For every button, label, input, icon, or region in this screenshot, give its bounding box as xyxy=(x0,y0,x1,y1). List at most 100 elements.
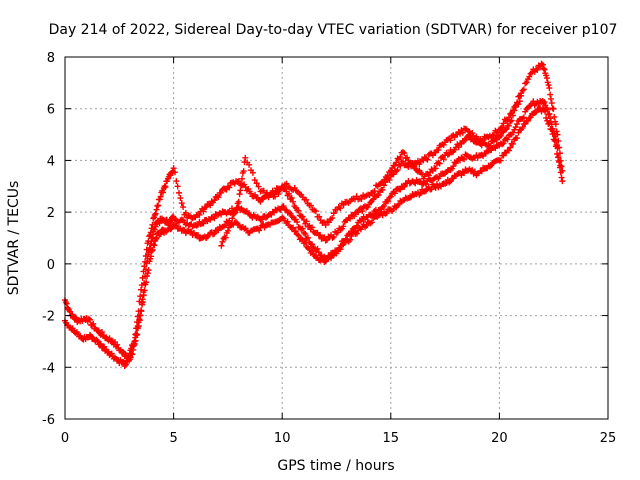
data-point xyxy=(423,181,430,188)
data-point xyxy=(400,158,407,165)
data-point xyxy=(518,92,525,99)
data-point xyxy=(162,184,169,191)
data-point xyxy=(122,361,129,368)
data-point xyxy=(303,218,310,225)
data-point xyxy=(414,157,421,164)
data-point xyxy=(558,174,565,181)
data-point xyxy=(86,316,93,323)
data-point xyxy=(137,293,144,300)
series-track-d xyxy=(218,92,525,249)
data-point xyxy=(514,121,521,128)
chart-title: Day 214 of 2022, Sidereal Day-to-day VTE… xyxy=(49,22,618,38)
data-point xyxy=(280,186,287,193)
data-point xyxy=(232,209,239,216)
data-point xyxy=(143,279,150,286)
data-point xyxy=(240,168,247,175)
data-point xyxy=(455,144,462,151)
data-point xyxy=(90,320,97,327)
data-point xyxy=(552,118,559,125)
data-point xyxy=(351,213,358,220)
data-point xyxy=(555,154,562,161)
data-point xyxy=(211,215,218,222)
data-point xyxy=(541,99,548,106)
data-point xyxy=(368,219,375,226)
data-point xyxy=(226,184,233,191)
data-point xyxy=(333,250,340,257)
data-point xyxy=(409,160,416,167)
data-point xyxy=(252,191,259,198)
data-point xyxy=(505,122,512,129)
data-point xyxy=(85,315,92,322)
data-point xyxy=(148,253,155,260)
data-point xyxy=(224,227,231,234)
data-point xyxy=(548,100,555,107)
data-point xyxy=(178,200,185,207)
data-point xyxy=(386,176,393,183)
data-point xyxy=(541,66,548,73)
data-point xyxy=(133,319,140,326)
data-point xyxy=(546,110,553,117)
data-point xyxy=(143,246,150,253)
data-point xyxy=(425,172,432,179)
data-point xyxy=(347,215,354,222)
data-point xyxy=(340,201,347,208)
data-point xyxy=(370,196,377,203)
y-tick-label: -2 xyxy=(42,310,55,325)
data-point xyxy=(272,193,279,200)
data-point xyxy=(295,232,302,239)
data-point xyxy=(381,202,388,209)
data-point xyxy=(236,191,243,198)
data-point xyxy=(514,135,521,142)
x-tick-label: 25 xyxy=(600,431,617,446)
data-point xyxy=(558,163,565,170)
data-points xyxy=(62,60,566,369)
data-point xyxy=(358,195,365,202)
data-point xyxy=(95,327,102,334)
data-point xyxy=(164,227,171,234)
data-point xyxy=(142,252,149,259)
data-point xyxy=(550,105,557,112)
data-point xyxy=(222,234,229,241)
data-point xyxy=(130,346,137,353)
data-point xyxy=(101,343,108,350)
data-point xyxy=(141,263,148,270)
x-tick-label: 0 xyxy=(61,431,69,446)
data-point xyxy=(150,241,157,248)
data-point xyxy=(542,108,549,115)
data-point xyxy=(552,143,559,150)
y-tick-label: 6 xyxy=(47,103,55,118)
data-point xyxy=(546,85,553,92)
data-point xyxy=(543,75,550,82)
data-point xyxy=(433,181,440,188)
data-point xyxy=(503,126,510,133)
data-point xyxy=(200,208,207,215)
data-point xyxy=(161,183,168,190)
data-point xyxy=(317,232,324,239)
data-point xyxy=(500,140,507,147)
data-point xyxy=(511,107,518,114)
data-point xyxy=(132,337,139,344)
data-point xyxy=(307,202,314,209)
data-point xyxy=(132,331,139,338)
data-point xyxy=(337,246,344,253)
data-point xyxy=(309,247,316,254)
data-point xyxy=(219,238,226,245)
data-point xyxy=(499,124,506,131)
data-point xyxy=(432,165,439,172)
data-point xyxy=(144,270,151,277)
data-point xyxy=(255,183,262,190)
data-point xyxy=(288,194,295,201)
data-point xyxy=(134,313,141,320)
data-point xyxy=(516,98,523,105)
data-point xyxy=(127,354,134,361)
data-point xyxy=(149,221,156,228)
data-point xyxy=(393,159,400,166)
plot-frame xyxy=(64,56,609,420)
data-point xyxy=(153,206,160,213)
data-point xyxy=(497,132,504,139)
data-point xyxy=(233,204,240,211)
data-point xyxy=(138,282,145,289)
data-point xyxy=(174,183,181,190)
data-point xyxy=(238,182,245,189)
data-point xyxy=(497,157,504,164)
